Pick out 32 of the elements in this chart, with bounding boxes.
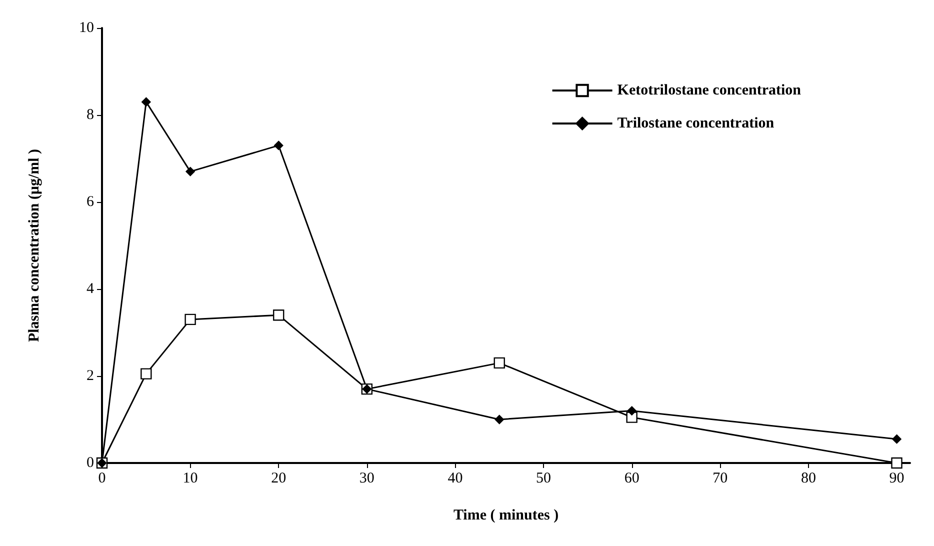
point bbox=[627, 406, 636, 416]
x-tick-label: 60 bbox=[624, 470, 640, 486]
point bbox=[184, 314, 196, 326]
x-tick-label: 0 bbox=[98, 470, 106, 486]
y-axis-title: Plasma concentration (μg/ml ) bbox=[26, 148, 42, 342]
x-tick-label: 80 bbox=[800, 470, 816, 486]
point bbox=[494, 357, 505, 369]
x-axis-title: Time ( minutes ) bbox=[453, 508, 559, 524]
point bbox=[273, 310, 284, 321]
legend-label: Trilostane concentration bbox=[617, 116, 775, 132]
y-tick-label: 10 bbox=[79, 20, 94, 36]
y-tick-label: 0 bbox=[86, 455, 94, 471]
x-tick-label: 90 bbox=[889, 470, 904, 486]
point bbox=[494, 414, 504, 424]
y-tick-label: 8 bbox=[86, 107, 94, 123]
x-tick-label: 20 bbox=[271, 470, 286, 486]
y-tick-label: 4 bbox=[86, 281, 94, 297]
point bbox=[274, 140, 284, 150]
point bbox=[892, 434, 902, 444]
y-tick-label: 6 bbox=[86, 194, 94, 210]
x-tick-label: 10 bbox=[182, 470, 198, 486]
y-tick-label: 2 bbox=[86, 368, 94, 384]
point bbox=[891, 457, 902, 469]
point bbox=[626, 412, 638, 423]
x-tick-label: 30 bbox=[359, 470, 374, 486]
point bbox=[186, 166, 195, 176]
point bbox=[140, 368, 152, 380]
x-tick-label: 50 bbox=[536, 470, 552, 486]
x-tick-label: 70 bbox=[712, 470, 728, 486]
legend-label: Ketotrilostane concentration bbox=[617, 82, 802, 98]
x-tick-label: 40 bbox=[448, 470, 463, 486]
point bbox=[142, 97, 151, 107]
